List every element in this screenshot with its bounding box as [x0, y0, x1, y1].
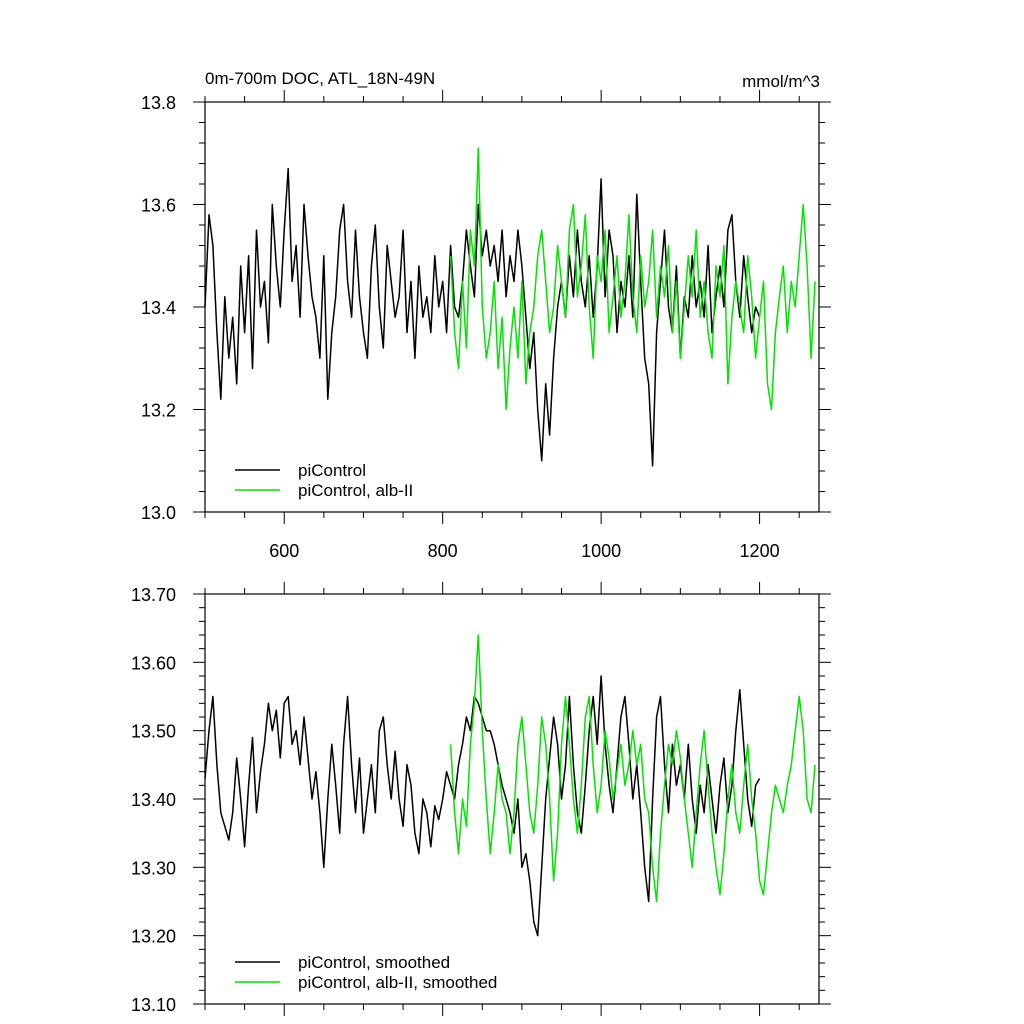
bottom-y-tick-label: 13.50 [131, 722, 176, 742]
bottom-y-tick-label: 13.30 [131, 858, 176, 878]
top-x-tick-label: 1200 [740, 541, 780, 561]
top-ticks: 600 800 1000 1200 13.0 13.2 13.4 13.6 13.8 [141, 90, 831, 561]
top-x-tick-label: 1000 [581, 541, 621, 561]
chart-title: 0m-700m DOC, ATL_18N-49N [205, 69, 435, 88]
bottom-y-tick-label: 13.20 [131, 927, 176, 947]
bottom-panel: 13.10 13.20 13.30 13.40 13.50 13.60 13.70 piCo… [131, 582, 831, 1016]
bottom-y-tick-label: 13.70 [131, 585, 176, 605]
top-series-line-alb-ii [449, 147, 816, 411]
top-series [204, 147, 816, 467]
top-y-tick-label: 13.4 [141, 298, 176, 318]
bottom-y-tick-label: 13.10 [131, 995, 176, 1015]
units-label: mmol/m^3 [742, 72, 820, 91]
bottom-legend: piControl, smoothed piControl, alb-II, s… [235, 953, 497, 992]
top-x-tick-label: 600 [269, 541, 299, 561]
legend-label-picontrol-smoothed: piControl, smoothed [298, 953, 450, 972]
bottom-series [204, 634, 816, 937]
top-panel: 0m-700m DOC, ATL_18N-49N mmol/m^3 600 800… [141, 69, 831, 561]
top-legend: piControl piControl, alb-II [235, 461, 413, 500]
bottom-y-tick-label: 13.60 [131, 653, 176, 673]
top-y-tick-label: 13.6 [141, 196, 176, 216]
bottom-plot-frame [204, 593, 820, 1005]
top-x-tick-label: 800 [428, 541, 458, 561]
legend-label-alb-ii-smoothed: piControl, alb-II, smoothed [298, 973, 497, 992]
top-y-tick-label: 13.0 [141, 503, 176, 523]
legend-label-picontrol: piControl [298, 461, 366, 480]
legend-label-alb-ii: piControl, alb-II [298, 481, 413, 500]
bottom-series-line-alb-ii [449, 634, 816, 903]
bottom-ticks: 13.10 13.20 13.30 13.40 13.50 13.60 13.70 [131, 582, 831, 1016]
top-series-line-picontrol [204, 167, 761, 467]
top-y-tick-label: 13.8 [141, 93, 176, 113]
top-y-tick-label: 13.2 [141, 401, 176, 421]
bottom-y-tick-label: 13.40 [131, 790, 176, 810]
top-plot-frame [204, 101, 820, 513]
